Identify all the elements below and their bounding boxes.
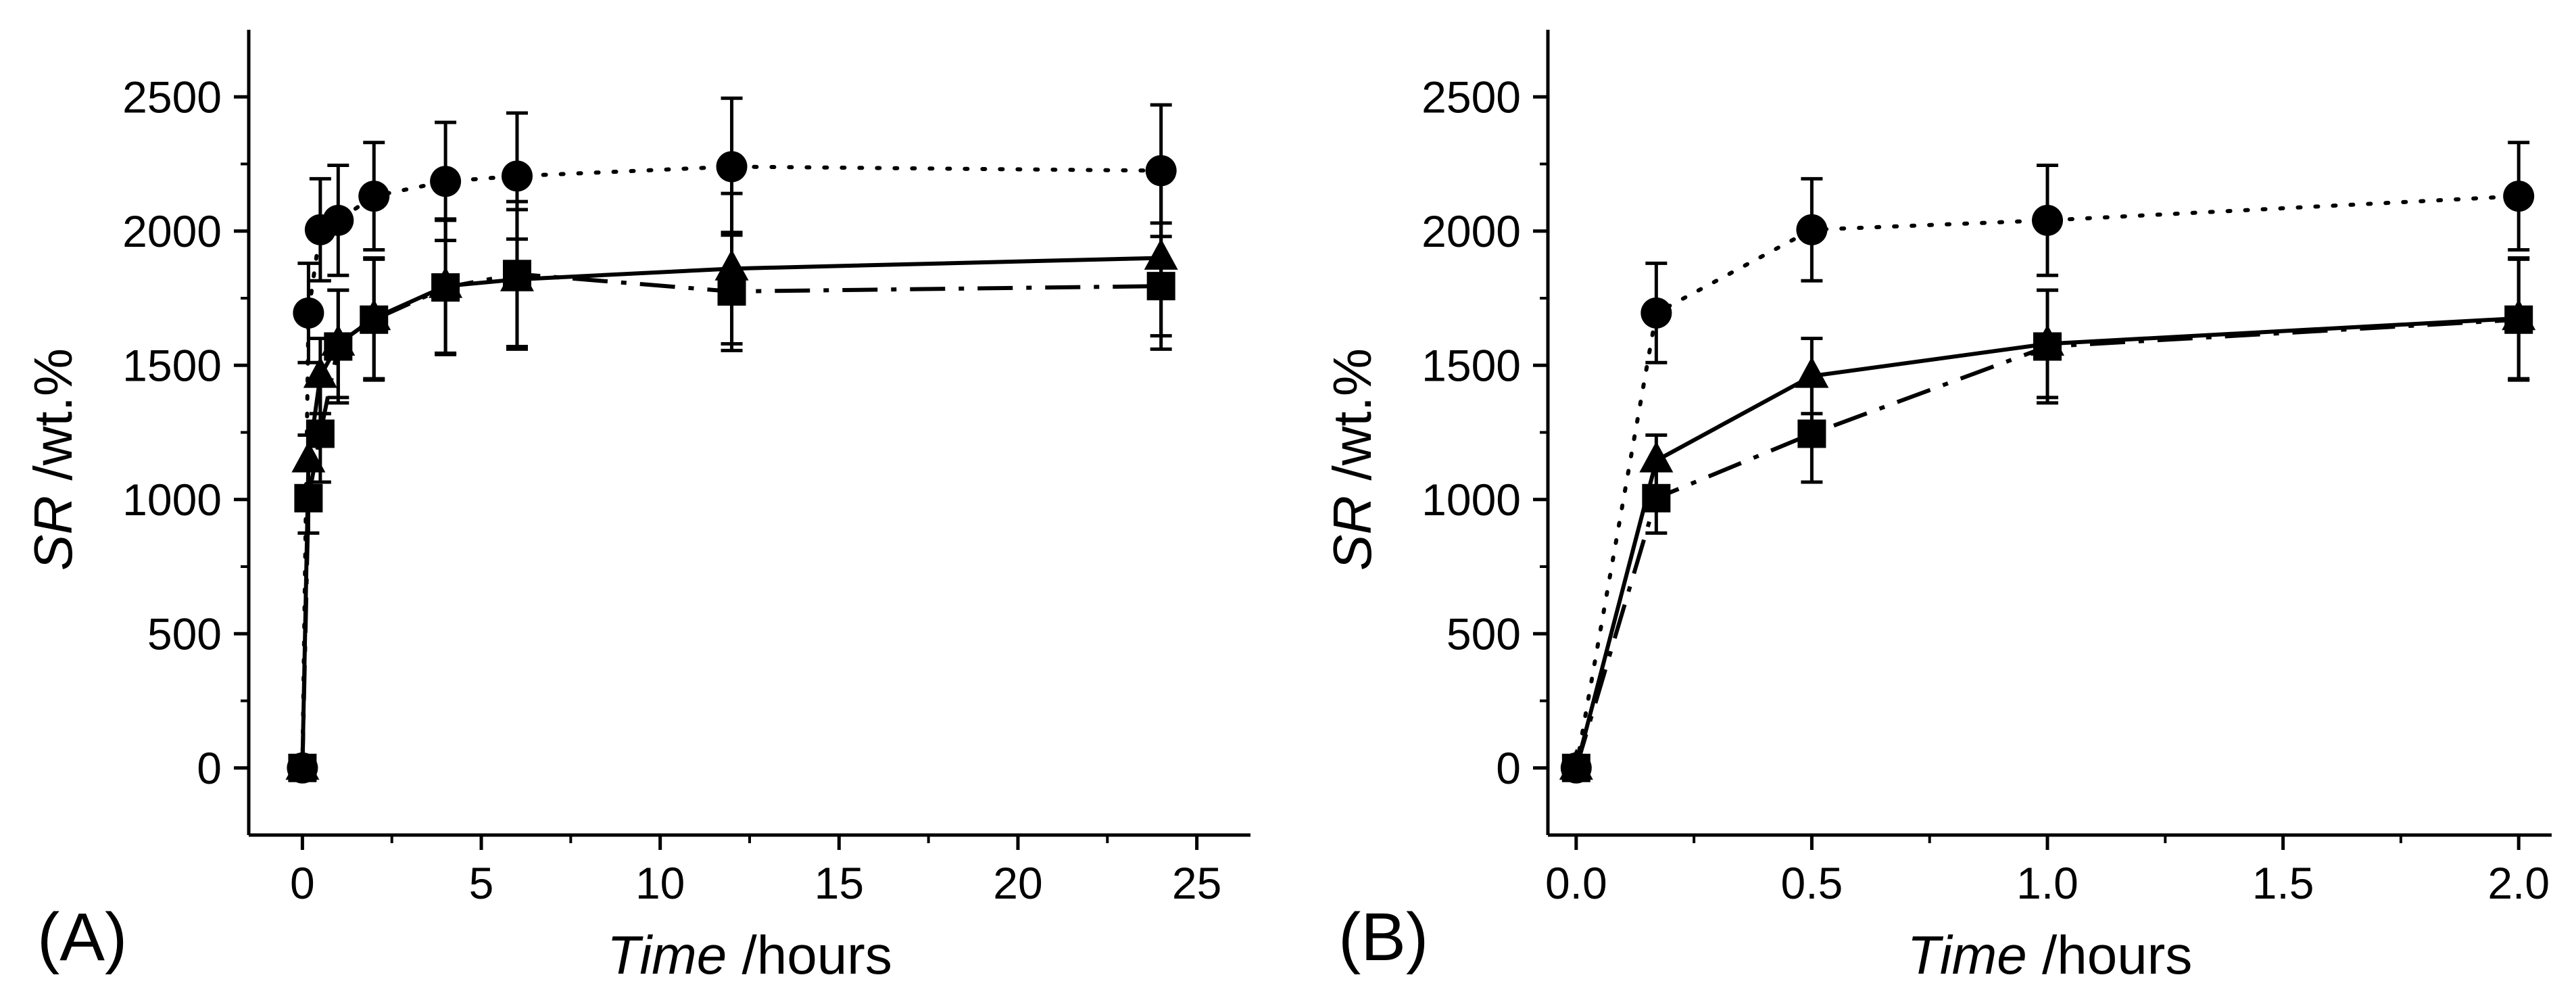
chart-b-series-circle-point bbox=[1641, 297, 1672, 329]
chart-b-series-square-point bbox=[1561, 753, 1590, 782]
chart-b-x-tick-label: 0.5 bbox=[1781, 858, 1843, 908]
chart-a-series-square-point bbox=[717, 277, 746, 306]
chart-a-y-tick-label: 0 bbox=[197, 743, 222, 793]
chart-a-x-tick-label: 25 bbox=[1172, 858, 1221, 908]
chart-a-y-tick-label: 500 bbox=[147, 609, 222, 659]
chart-a-series-square-point bbox=[360, 305, 389, 334]
chart-b-series-square-point bbox=[1642, 483, 1671, 513]
chart-b-series-square-point bbox=[2504, 305, 2533, 334]
chart-b: 0 500 1000 1500 2000 2500 0.0 0.5 1.0 1.5 2.0 Time … bbox=[1322, 30, 2552, 985]
chart-a-series-square-point bbox=[502, 260, 531, 289]
chart-b-x-tick-label: 1.5 bbox=[2252, 858, 2314, 908]
chart-b-x-tick-label: 1.0 bbox=[2016, 858, 2079, 908]
chart-b-panel-label: (B) bbox=[1338, 899, 1428, 975]
chart-a-series-square-point bbox=[431, 273, 460, 302]
chart-a-series-triangle-point bbox=[303, 356, 337, 388]
chart-b-series-circle-point bbox=[1796, 214, 1828, 245]
chart-a-y-tick-label: 1500 bbox=[122, 340, 222, 390]
chart-a-series-square-point bbox=[1146, 272, 1175, 301]
chart-a-series-square-line bbox=[300, 272, 1161, 768]
chart-a-series-circle-point bbox=[716, 151, 748, 183]
chart-b-series-square bbox=[1561, 257, 2533, 782]
chart-b-y-tick-label: 1000 bbox=[1421, 475, 1521, 525]
chart-a-y-tick-label: 2000 bbox=[122, 206, 222, 256]
chart-a-y-tick-label: 2500 bbox=[122, 72, 222, 122]
chart-a-y-tick-label: 1000 bbox=[122, 475, 222, 525]
chart-b-series-square-point bbox=[1797, 419, 1826, 448]
chart-a-panel-label: (A) bbox=[37, 899, 127, 975]
chart-a-series-circle-point bbox=[358, 181, 390, 212]
chart-a-series-square-point bbox=[294, 483, 323, 513]
chart-b-series-triangle-point bbox=[1795, 356, 1829, 388]
chart-a-x-tick-label: 0 bbox=[290, 858, 315, 908]
chart-b-series-circle bbox=[1560, 141, 2535, 784]
chart-a-series-circle-point bbox=[501, 160, 533, 192]
chart-b-y-tick-label: 1500 bbox=[1421, 340, 1521, 390]
chart-a-x-tick-label: 15 bbox=[815, 858, 864, 908]
chart-a-series-circle-point bbox=[322, 204, 354, 236]
chart-b-series-square-point bbox=[2033, 332, 2062, 361]
chart-a-series-square-point bbox=[306, 419, 335, 448]
chart-b-y-tick-label: 0 bbox=[1496, 743, 1521, 793]
chart-a-series-circle-point bbox=[430, 166, 462, 197]
chart-a-series-circle-point bbox=[293, 297, 324, 329]
chart-b-x-tick-label: 2.0 bbox=[2487, 858, 2550, 908]
chart-a-x-axis-title: Time /hours bbox=[607, 925, 892, 985]
chart-b-y-tick-label: 2500 bbox=[1421, 72, 1521, 122]
chart-b-y-tick-label: 500 bbox=[1447, 609, 1521, 659]
chart-a-x-tick-label: 20 bbox=[993, 858, 1042, 908]
chart-a-series-square bbox=[288, 199, 1175, 782]
chart-b-y-tick-label: 2000 bbox=[1421, 206, 1521, 256]
chart-b-series-circle-point bbox=[2503, 181, 2535, 212]
chart-a: 0 500 1000 1500 2000 2500 0 5 10 15 20 25 Time /hour… bbox=[23, 30, 1250, 985]
chart-a-x-tick-label: 10 bbox=[635, 858, 685, 908]
chart-a-x-tick-label: 5 bbox=[469, 858, 494, 908]
chart-b-y-axis-title: SR /wt.% bbox=[1322, 348, 1382, 571]
chart-a-series-square-point bbox=[288, 753, 317, 782]
chart-a-series-square-point bbox=[324, 332, 353, 361]
chart-b-series-circle-line bbox=[1574, 194, 2521, 770]
chart-b-x-tick-label: 0.0 bbox=[1545, 858, 1607, 908]
chart-b-x-axis-title: Time /hours bbox=[1907, 925, 2193, 985]
chart-a-y-axis-title: SR /wt.% bbox=[23, 348, 83, 571]
chart-b-series-circle-point bbox=[2032, 204, 2064, 236]
chart-b-series-square-line bbox=[1574, 317, 2519, 769]
